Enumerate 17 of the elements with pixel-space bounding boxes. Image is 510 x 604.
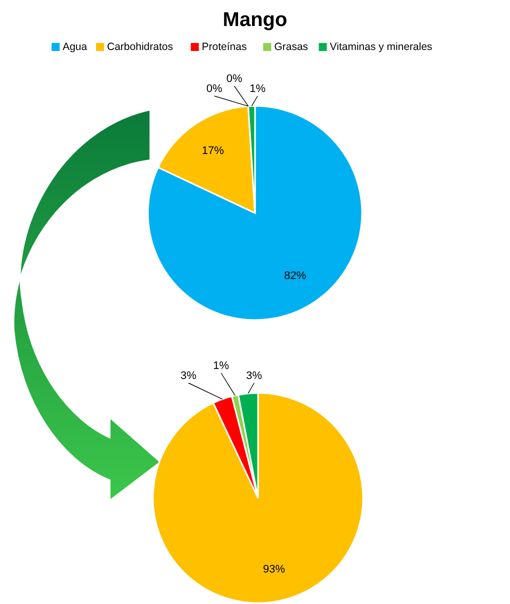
legend-label: Grasas [274, 41, 308, 53]
legend-label: Carbohidratos [107, 41, 173, 53]
legend-label: Vitaminas y minerales [330, 41, 432, 53]
data-label: 17% [202, 144, 224, 157]
data-label: 3% [180, 370, 197, 382]
data-label: 93% [263, 564, 286, 576]
chart-title: Mango [222, 9, 288, 31]
data-label: 82% [284, 270, 306, 282]
pie-slice [152, 392, 364, 604]
pie-slice [147, 105, 363, 321]
legend-label: Proteínas [202, 41, 247, 53]
text: 0% [226, 73, 242, 85]
text: 0% [206, 83, 222, 95]
legend-label: Agua [62, 41, 88, 53]
data-label: 3% [246, 370, 262, 382]
data-label: 1% [213, 360, 230, 372]
data-label: 1% [250, 83, 266, 95]
